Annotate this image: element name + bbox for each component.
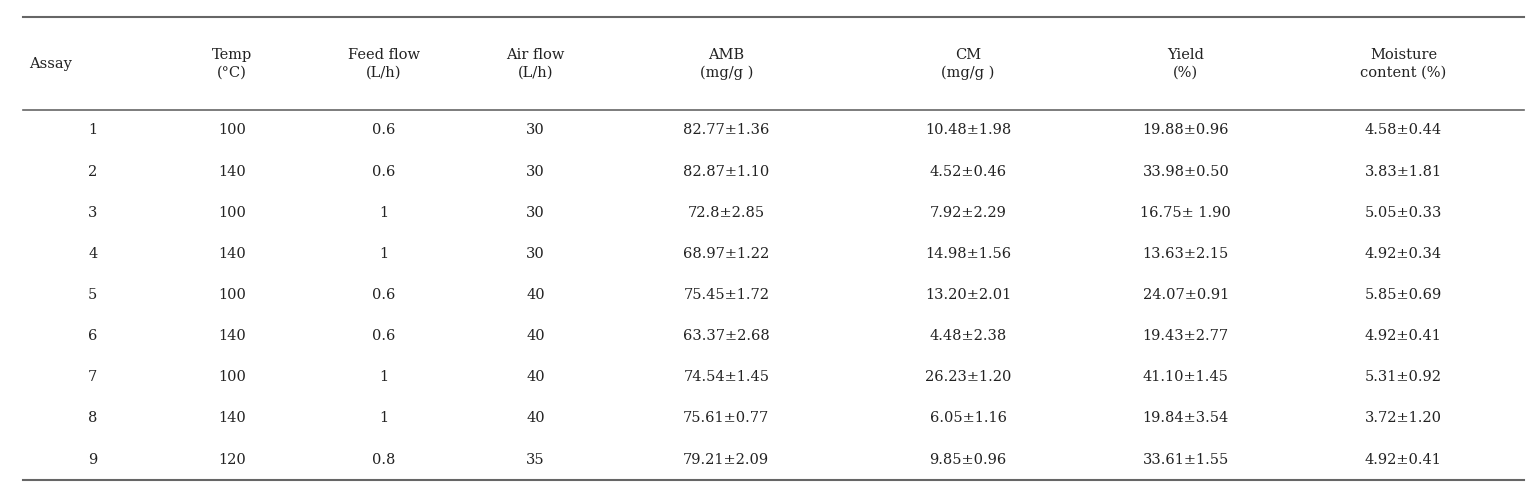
Text: 40: 40 xyxy=(527,411,545,425)
Text: 68.97±1.22: 68.97±1.22 xyxy=(683,247,769,261)
Text: 3.72±1.20: 3.72±1.20 xyxy=(1365,411,1442,425)
Text: CM
(mg/g ): CM (mg/g ) xyxy=(942,48,994,80)
Text: 140: 140 xyxy=(218,329,245,343)
Text: Air flow
(L/h): Air flow (L/h) xyxy=(507,48,565,79)
Text: Assay: Assay xyxy=(29,56,72,71)
Text: 1: 1 xyxy=(380,206,389,220)
Text: 2: 2 xyxy=(87,165,97,179)
Text: 1: 1 xyxy=(87,123,97,138)
Text: 1: 1 xyxy=(380,247,389,261)
Text: 140: 140 xyxy=(218,165,245,179)
Text: 100: 100 xyxy=(218,288,245,302)
Text: 120: 120 xyxy=(218,452,245,467)
Text: 140: 140 xyxy=(218,247,245,261)
Text: 0.6: 0.6 xyxy=(372,288,395,302)
Text: 75.61±0.77: 75.61±0.77 xyxy=(683,411,769,425)
Text: 10.48±1.98: 10.48±1.98 xyxy=(925,123,1011,138)
Text: 14.98±1.56: 14.98±1.56 xyxy=(925,247,1011,261)
Text: 24.07±0.91: 24.07±0.91 xyxy=(1143,288,1229,302)
Text: 40: 40 xyxy=(527,288,545,302)
Text: 7: 7 xyxy=(87,370,97,384)
Text: 72.8±2.85: 72.8±2.85 xyxy=(688,206,764,220)
Text: 1: 1 xyxy=(380,411,389,425)
Text: 19.43±2.77: 19.43±2.77 xyxy=(1143,329,1229,343)
Text: 41.10±1.45: 41.10±1.45 xyxy=(1143,370,1229,384)
Text: 100: 100 xyxy=(218,123,245,138)
Text: 30: 30 xyxy=(527,247,545,261)
Text: 74.54±1.45: 74.54±1.45 xyxy=(683,370,769,384)
Text: 7.92±2.29: 7.92±2.29 xyxy=(930,206,1007,220)
Text: 40: 40 xyxy=(527,370,545,384)
Text: 16.75± 1.90: 16.75± 1.90 xyxy=(1140,206,1232,220)
Text: 4.92±0.41: 4.92±0.41 xyxy=(1365,452,1442,467)
Text: 82.77±1.36: 82.77±1.36 xyxy=(683,123,769,138)
Text: 6.05±1.16: 6.05±1.16 xyxy=(930,411,1007,425)
Text: 100: 100 xyxy=(218,370,245,384)
Text: 6: 6 xyxy=(87,329,98,343)
Text: 19.88±0.96: 19.88±0.96 xyxy=(1143,123,1229,138)
Text: 30: 30 xyxy=(527,123,545,138)
Text: 4.48±2.38: 4.48±2.38 xyxy=(930,329,1007,343)
Text: 8: 8 xyxy=(87,411,98,425)
Text: 0.8: 0.8 xyxy=(372,452,395,467)
Text: 5.31±0.92: 5.31±0.92 xyxy=(1365,370,1442,384)
Text: 4.58±0.44: 4.58±0.44 xyxy=(1365,123,1442,138)
Text: 4.92±0.41: 4.92±0.41 xyxy=(1365,329,1442,343)
Text: 13.20±2.01: 13.20±2.01 xyxy=(925,288,1011,302)
Text: 0.6: 0.6 xyxy=(372,165,395,179)
Text: 0.6: 0.6 xyxy=(372,329,395,343)
Text: 75.45±1.72: 75.45±1.72 xyxy=(683,288,769,302)
Text: Feed flow
(L/h): Feed flow (L/h) xyxy=(348,48,420,79)
Text: Temp
(°C): Temp (°C) xyxy=(211,48,253,79)
Text: 26.23±1.20: 26.23±1.20 xyxy=(925,370,1011,384)
Text: 4: 4 xyxy=(87,247,97,261)
Text: 13.63±2.15: 13.63±2.15 xyxy=(1143,247,1229,261)
Text: 35: 35 xyxy=(527,452,545,467)
Text: 140: 140 xyxy=(218,411,245,425)
Text: 33.98±0.50: 33.98±0.50 xyxy=(1143,165,1229,179)
Text: Yield
(%): Yield (%) xyxy=(1167,48,1204,79)
Text: AMB
(mg/g ): AMB (mg/g ) xyxy=(700,48,752,80)
Text: 79.21±2.09: 79.21±2.09 xyxy=(683,452,769,467)
Text: 100: 100 xyxy=(218,206,245,220)
Text: 9: 9 xyxy=(87,452,97,467)
Text: 82.87±1.10: 82.87±1.10 xyxy=(683,165,769,179)
Text: 5.05±0.33: 5.05±0.33 xyxy=(1365,206,1442,220)
Text: 30: 30 xyxy=(527,206,545,220)
Text: Moisture
content (%): Moisture content (%) xyxy=(1360,48,1446,79)
Text: 33.61±1.55: 33.61±1.55 xyxy=(1143,452,1229,467)
Text: 1: 1 xyxy=(380,370,389,384)
Text: 0.6: 0.6 xyxy=(372,123,395,138)
Text: 4.92±0.34: 4.92±0.34 xyxy=(1365,247,1442,261)
Text: 19.84±3.54: 19.84±3.54 xyxy=(1143,411,1229,425)
Text: 5: 5 xyxy=(87,288,97,302)
Text: 30: 30 xyxy=(527,165,545,179)
Text: 3.83±1.81: 3.83±1.81 xyxy=(1365,165,1442,179)
Text: 3: 3 xyxy=(87,206,98,220)
Text: 5.85±0.69: 5.85±0.69 xyxy=(1365,288,1442,302)
Text: 4.52±0.46: 4.52±0.46 xyxy=(930,165,1007,179)
Text: 63.37±2.68: 63.37±2.68 xyxy=(683,329,769,343)
Text: 40: 40 xyxy=(527,329,545,343)
Text: 9.85±0.96: 9.85±0.96 xyxy=(930,452,1007,467)
